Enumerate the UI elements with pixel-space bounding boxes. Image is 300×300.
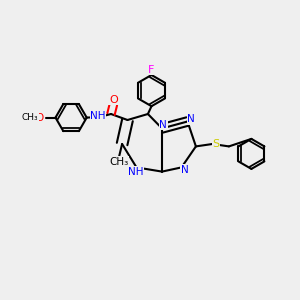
Text: N: N xyxy=(187,114,195,124)
Text: CH₃: CH₃ xyxy=(22,113,39,122)
Text: N: N xyxy=(159,120,167,130)
Text: N: N xyxy=(181,165,188,175)
Text: NH: NH xyxy=(90,111,106,121)
Text: O: O xyxy=(109,94,118,105)
Text: S: S xyxy=(212,139,220,149)
Text: NH: NH xyxy=(128,167,143,177)
Text: O: O xyxy=(35,112,44,123)
Text: CH₃: CH₃ xyxy=(110,157,129,167)
Text: F: F xyxy=(148,64,155,75)
